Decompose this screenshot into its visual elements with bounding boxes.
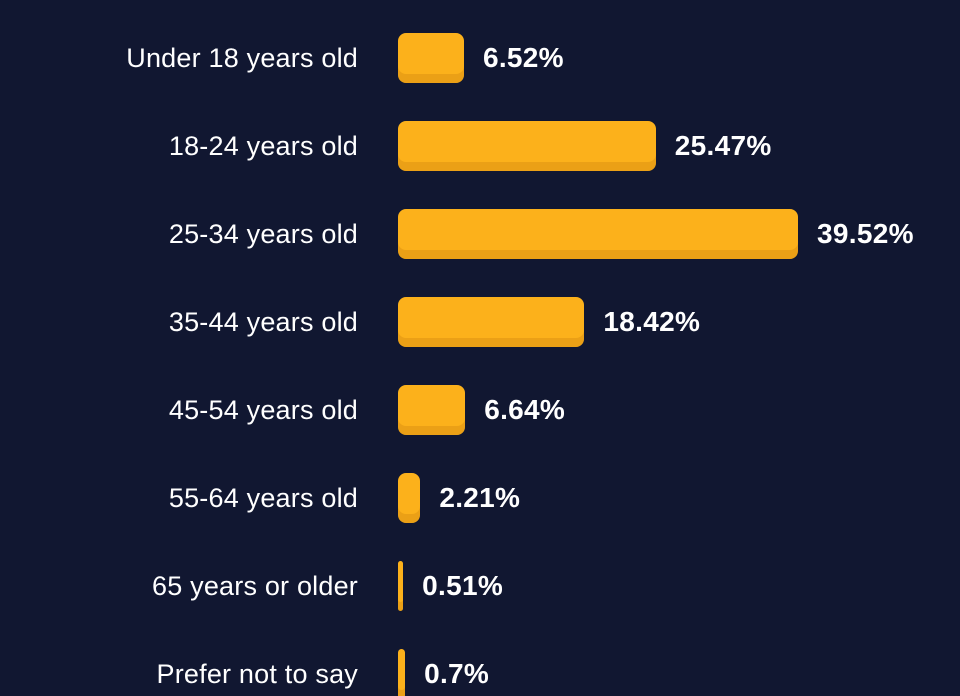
chart-row: Under 18 years old 6.52% (0, 14, 960, 102)
bar-track: 25.47% (398, 121, 960, 171)
bar (398, 33, 464, 83)
category-label: 55-64 years old (168, 482, 358, 513)
bar (398, 649, 406, 696)
bar-track: 0.7% (398, 649, 960, 696)
chart-row: 65 years or older 0.51% (0, 542, 960, 630)
category-label: 35-44 years old (168, 306, 358, 337)
chart-row: 18-24 years old 25.47% (0, 102, 960, 190)
chart-row: 45-54 years old 6.64% (0, 366, 960, 454)
chart-rows: Under 18 years old 6.52% 18-24 years old… (0, 14, 960, 696)
category-label: Prefer not to say (156, 658, 358, 689)
chart-row: 55-64 years old 2.21% (0, 454, 960, 542)
bar (398, 209, 798, 259)
value-label: 0.7% (424, 658, 490, 689)
value-label: 25.47% (674, 130, 772, 161)
bar-track: 6.52% (398, 33, 960, 83)
value-label: 18.42% (603, 306, 701, 337)
bar-track: 2.21% (398, 473, 960, 523)
category-label: Under 18 years old (126, 42, 358, 73)
bar-track: 18.42% (398, 297, 960, 347)
value-label: 39.52% (817, 218, 914, 249)
bar (398, 473, 421, 523)
bar (398, 121, 656, 171)
chart-row: 25-34 years old 39.52% (0, 190, 960, 278)
category-label: 65 years or older (151, 570, 358, 601)
chart-row: Prefer not to say 0.7% (0, 630, 960, 696)
chart-row: 35-44 years old 18.42% (0, 278, 960, 366)
value-label: 2.21% (439, 482, 521, 513)
category-label: 18-24 years old (168, 130, 358, 161)
bar (398, 297, 585, 347)
bar (398, 385, 466, 435)
value-label: 0.51% (422, 570, 504, 601)
value-label: 6.64% (484, 394, 566, 425)
bar-track: 0.51% (398, 561, 960, 611)
category-label: 25-34 years old (168, 218, 358, 249)
bar (398, 561, 404, 611)
value-label: 6.52% (482, 42, 564, 73)
bar-track: 39.52% (398, 209, 960, 259)
category-label: 45-54 years old (168, 394, 358, 425)
bar-track: 6.64% (398, 385, 960, 435)
